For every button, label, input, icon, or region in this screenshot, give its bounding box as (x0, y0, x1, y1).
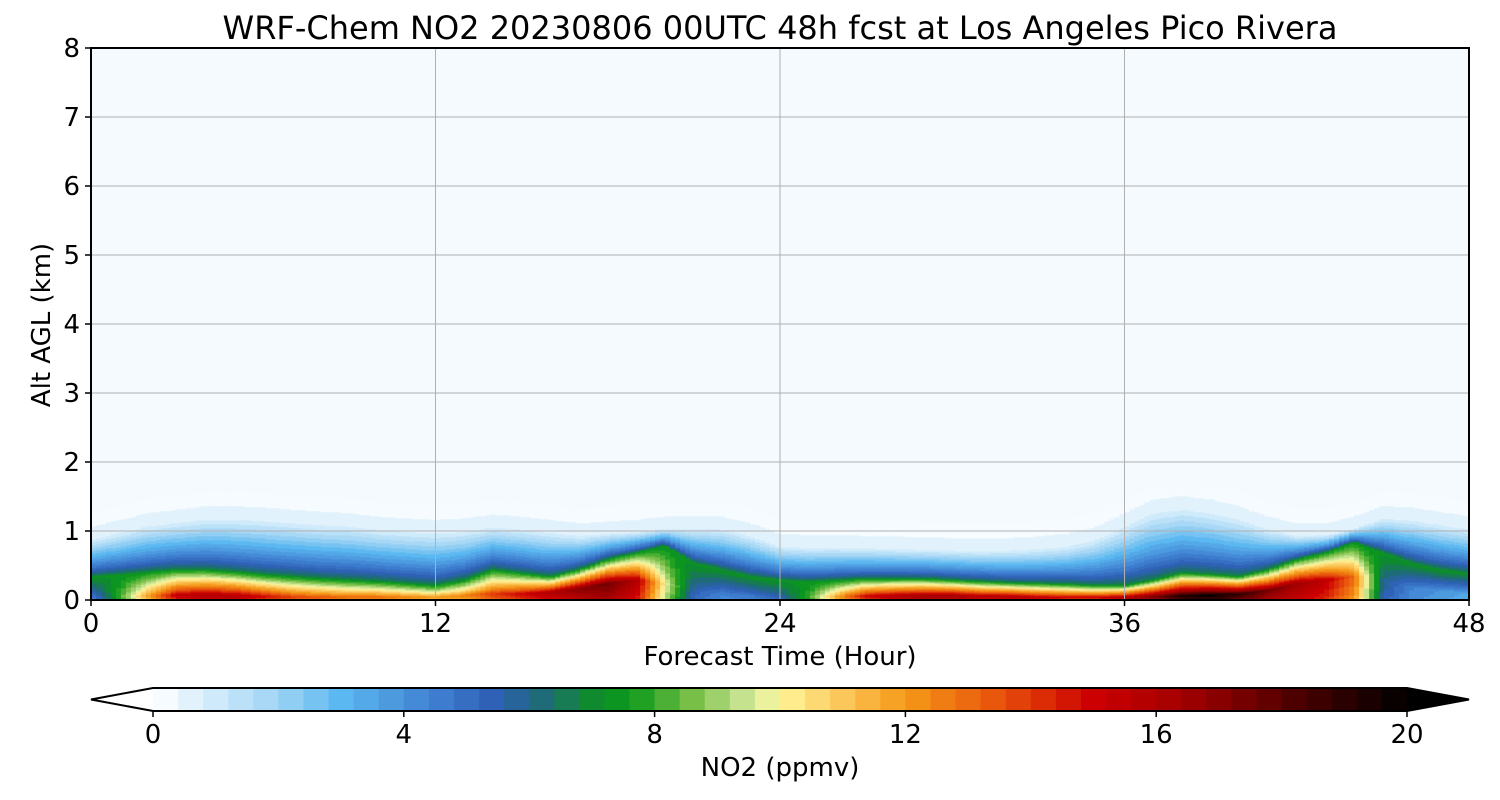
field-cell (201, 492, 207, 494)
field-cell (281, 495, 287, 497)
field-cell (296, 496, 302, 498)
field-cell (206, 492, 212, 494)
field-cell (181, 494, 187, 496)
field-cell (321, 497, 327, 499)
field-cell (306, 496, 312, 498)
field-cell (261, 493, 267, 495)
field-cell (111, 507, 117, 509)
field-cell (256, 493, 262, 495)
field-cell (161, 497, 167, 499)
field-cell (136, 501, 142, 503)
field-cell (121, 505, 127, 507)
field-cell (231, 492, 237, 494)
field-cell (266, 493, 272, 495)
field-cell (226, 492, 232, 494)
field-cell (251, 493, 257, 495)
field-cell (216, 492, 222, 494)
field-cell (151, 498, 157, 500)
field-cell (186, 494, 192, 496)
field-cell (131, 502, 137, 504)
field-cell (176, 495, 182, 497)
field-cell (236, 492, 242, 494)
field-cell (126, 503, 132, 505)
field-cell (116, 506, 122, 508)
chart-title: WRF-Chem NO2 20230806 00UTC 48h fcst at … (223, 9, 1338, 47)
field-cell (301, 496, 307, 498)
field-cell (196, 493, 202, 495)
field-cell (101, 509, 107, 511)
field-cell (96, 511, 102, 513)
field-cell (276, 494, 282, 496)
field-cell (291, 495, 297, 497)
field-cell (311, 497, 317, 499)
field-cell (166, 496, 172, 498)
field-cell (141, 500, 147, 502)
field-cell (171, 496, 177, 498)
field-cell (156, 497, 162, 499)
field-cell (271, 494, 277, 496)
field-cell (316, 497, 322, 499)
field-cell (146, 499, 152, 501)
field-cell (191, 493, 197, 495)
field-cell (246, 492, 252, 494)
field-cell (286, 495, 292, 497)
no2-time-height-chart: WRF-Chem NO2 20230806 00UTC 48h fcst at … (0, 0, 1500, 800)
field-cell (106, 508, 112, 510)
field-cell (241, 492, 247, 494)
field-cell (221, 492, 227, 494)
field-cell (326, 498, 332, 500)
field-cell (211, 492, 217, 494)
